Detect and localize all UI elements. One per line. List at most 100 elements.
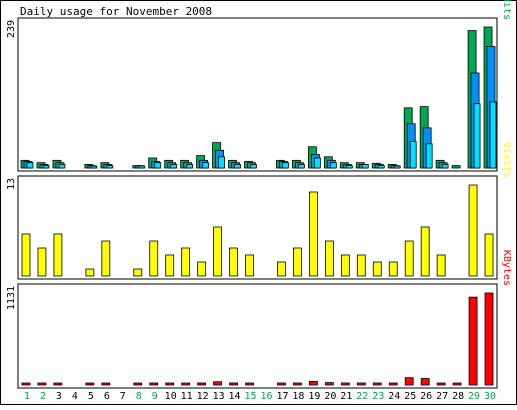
bar-visits-day-8 [133,268,143,277]
bar-visits-day-13 [213,226,223,277]
bar-kbytes-day-17 [277,382,286,386]
panel-legend-kbytes: KBytes [501,250,512,286]
bar-kbytes-day-29 [468,296,478,386]
bar-visits-day-24 [388,261,398,277]
bar-kbytes-day-11 [181,382,191,386]
bar-kbytes-day-8 [133,382,143,386]
bar-kbytes-day-20 [324,382,334,386]
bar-pages-day-5 [90,165,98,169]
bar-kbytes-day-12 [197,382,207,386]
bar-pages-day-15 [250,164,257,169]
x-tick-label-day-22: 22 [356,391,368,402]
bar-visits-day-25 [404,240,414,277]
bar-pages-day-29 [473,103,481,169]
legend-entry-hits: Hits [501,0,512,20]
bar-pages-day-26 [425,143,433,169]
bar-visits-day-14 [229,247,238,277]
panel-legend-visits: Visits [501,142,512,178]
bar-kbytes-day-26 [420,378,430,386]
bar-visits-day-30 [484,233,494,277]
bar-visits-day-6 [101,240,111,277]
panel-max-label-pages_files_hits: 239 [6,20,17,38]
x-tick-label-day-4: 4 [72,391,78,402]
bar-pages-day-9 [154,162,162,169]
bar-pages-day-10 [170,164,178,169]
legend-entry-visits: Visits [501,142,512,178]
panel-max-label-kbytes: 1131 [6,286,17,310]
x-tick-label-day-18: 18 [292,391,304,402]
x-tick-label-day-7: 7 [120,391,126,402]
bar-pages-day-23 [377,165,385,169]
bar-pages-day-25 [409,141,417,169]
x-tick-label-day-21: 21 [340,391,352,402]
bar-kbytes-day-30 [484,292,494,386]
bar-kbytes-day-15 [245,382,254,386]
x-tick-label-day-19: 19 [308,391,320,402]
bar-pages-day-1 [26,162,34,169]
bar-visits-day-1 [21,233,31,277]
bar-kbytes-day-21 [340,382,350,386]
panel-legend-pages_files_hits: Pages/Files/Hits [501,0,512,20]
bar-pages-day-13 [218,156,226,169]
x-tick-label-day-23: 23 [372,391,384,402]
bar-kbytes-day-6 [101,382,111,386]
bar-pages-day-14 [234,164,241,169]
x-tick-label-day-29: 29 [468,391,480,402]
panel-visits: 13 Visits [6,142,512,280]
bar-kbytes-day-28 [452,382,462,386]
x-tick-label-day-26: 26 [420,391,432,402]
bar-visits-day-26 [420,226,430,277]
bar-hits-day-28 [451,165,461,169]
bar-visits-day-27 [436,254,446,277]
bar-kbytes-day-10 [165,382,175,386]
bar-pages-day-3 [58,164,66,169]
x-tick-label-day-25: 25 [404,391,416,402]
bar-pages-day-12 [202,162,210,169]
x-tick-label-day-10: 10 [165,391,177,402]
bar-visits-day-12 [197,261,207,277]
x-axis-labels: 1 2 3 4 5 6 7 8 9 10 11 12 13 14 15 16 17 18 19 20 21 22 23 24 2… [24,391,496,402]
bar-kbytes-day-13 [213,381,223,386]
bar-pages-day-30 [489,101,497,169]
x-tick-label-day-2: 2 [40,391,46,402]
bar-pages-day-22 [361,164,369,169]
bar-visits-day-15 [245,254,254,277]
panel-frame-pages_files_hits [17,17,498,172]
x-tick-label-day-6: 6 [104,391,110,402]
x-tick-label-day-27: 27 [436,391,448,402]
bar-kbytes-day-2 [37,382,47,386]
x-tick-label-day-15: 15 [245,391,257,402]
bar-pages-day-24 [393,165,401,169]
bar-visits-day-10 [165,254,175,277]
bar-pages-day-2 [42,165,50,169]
bar-visits-day-22 [356,254,366,277]
panel-pages_files_hits: 239 Pages/Files/Hits [6,0,512,172]
bar-visits-day-11 [181,247,191,277]
bar-pages-day-20 [329,162,337,169]
bar-pages-day-27 [441,164,449,169]
bar-visits-day-19 [308,191,318,277]
bar-visits-day-9 [149,240,159,277]
x-tick-label-day-30: 30 [484,391,496,402]
panel-frame-kbytes [17,283,498,389]
panel-kbytes: 1131 KBytes [6,250,512,389]
bar-kbytes-day-18 [293,382,302,386]
bar-kbytes-day-5 [85,382,95,386]
bar-pages-day-21 [345,165,353,169]
x-tick-label-day-9: 9 [152,391,158,402]
bar-kbytes-day-25 [404,377,414,386]
bar-pages-day-8 [138,165,146,169]
panels-layer: 239 Pages/Files/Hits 13 Visits 1131 KBytes [6,0,512,389]
x-tick-label-day-8: 8 [136,391,142,402]
bar-visits-day-2 [37,247,47,277]
bar-visits-day-3 [53,233,63,277]
bar-pages-day-11 [186,164,194,169]
bar-kbytes-day-14 [229,382,238,386]
bar-kbytes-day-23 [372,382,382,386]
bar-kbytes-day-9 [149,382,159,386]
bar-pages-day-6 [106,165,114,169]
bar-kbytes-day-24 [388,382,398,386]
bar-pages-day-17 [282,162,289,169]
